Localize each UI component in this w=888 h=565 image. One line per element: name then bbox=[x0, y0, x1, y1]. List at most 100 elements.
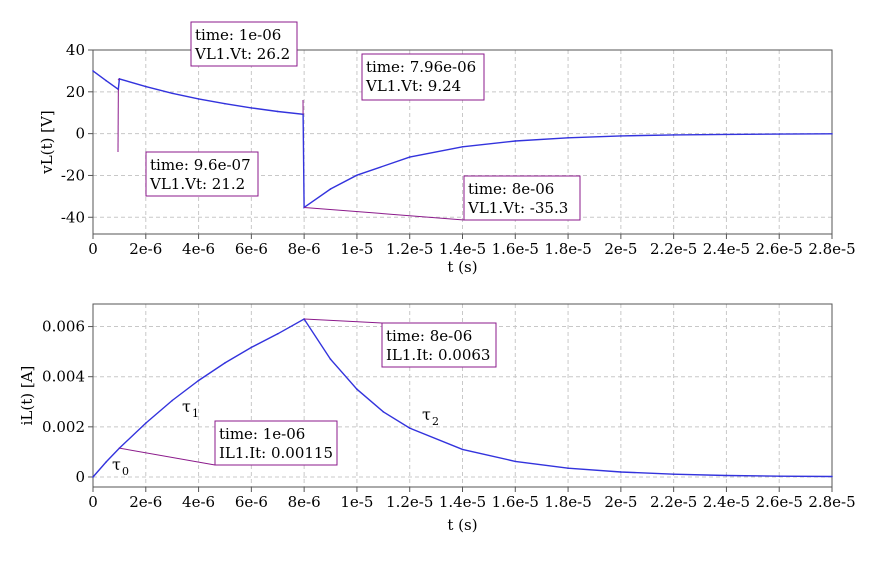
x-tick-label: 2.8e-5 bbox=[808, 240, 855, 258]
x-tick-label: 4e-6 bbox=[182, 493, 215, 511]
x-axis-label: t (s) bbox=[447, 516, 477, 534]
annotation-leader bbox=[304, 318, 383, 324]
x-tick-label: 1e-5 bbox=[340, 240, 373, 258]
y-tick-label: 0.002 bbox=[42, 418, 85, 436]
x-tick-label: 1e-5 bbox=[340, 493, 373, 511]
data-point bbox=[197, 379, 200, 382]
data-point bbox=[567, 467, 569, 469]
data-point bbox=[224, 102, 226, 105]
data-point bbox=[329, 358, 332, 360]
x-tick-label: 1.8e-5 bbox=[544, 493, 591, 511]
annotation-time: time: 8e-06 bbox=[386, 327, 472, 345]
y-axis-label: vL(t) [V] bbox=[38, 110, 56, 174]
x-tick-label: 0 bbox=[88, 493, 98, 511]
data-point bbox=[329, 188, 332, 190]
data-point bbox=[725, 474, 728, 477]
y-tick-label: 0 bbox=[75, 125, 85, 143]
y-tick-label: -20 bbox=[61, 166, 85, 184]
data-point bbox=[92, 70, 94, 72]
annotation-time: time: 1e-06 bbox=[219, 425, 305, 443]
x-tick-label: 1.2e-5 bbox=[386, 240, 433, 258]
il-plot: 0 2e-6 4e-6 6e-6 8e-6 1e-5 1.2e-5 1.4e-5 1.6e-5 1… bbox=[18, 303, 856, 534]
data-point bbox=[408, 427, 411, 429]
data-point bbox=[197, 98, 200, 100]
x-tick-label: 6e-6 bbox=[235, 493, 268, 511]
x-tick-label: 2.2e-5 bbox=[650, 493, 697, 511]
annotation-box bbox=[463, 175, 581, 221]
data-point bbox=[567, 137, 569, 139]
data-point bbox=[778, 133, 781, 135]
data-point bbox=[144, 85, 147, 88]
x-tick-label: 8e-6 bbox=[288, 240, 321, 258]
vl-plot: 0 2e-6 4e-6 6e-6 8e-6 1e-5 1.2e-5 1.4e-5 1.6e-5 1… bbox=[38, 21, 856, 276]
data-point bbox=[672, 134, 675, 136]
annotation-leader bbox=[117, 78, 120, 81]
annotation-box bbox=[381, 322, 497, 368]
x-tick-label: 1.2e-5 bbox=[386, 493, 433, 511]
annotation-time: time: 7.96e-06 bbox=[366, 58, 476, 76]
data-point bbox=[831, 475, 833, 478]
data-point bbox=[276, 110, 279, 113]
annotation-time: time: 9.6e-07 bbox=[150, 156, 251, 174]
data-point bbox=[831, 133, 833, 135]
data-point bbox=[461, 146, 464, 148]
data-point bbox=[171, 92, 173, 95]
annotation-value: VL1.Vt: -35.3 bbox=[467, 199, 568, 217]
data-point bbox=[620, 135, 622, 137]
annotation-value: VL1.Vt: 26.2 bbox=[194, 45, 290, 63]
x-tick-label: 1.6e-5 bbox=[492, 240, 539, 258]
x-axis-label: t (s) bbox=[447, 258, 477, 276]
data-point bbox=[778, 475, 781, 478]
x-tick-label: 2e-6 bbox=[129, 240, 162, 258]
x-tick-label: 2e-6 bbox=[129, 493, 162, 511]
y-tick-label: 40 bbox=[66, 41, 85, 59]
x-tick-label: 2.2e-5 bbox=[650, 240, 697, 258]
y-tick-label: 20 bbox=[66, 83, 85, 101]
x-tick-label: 0 bbox=[88, 240, 98, 258]
data-point bbox=[672, 473, 675, 476]
x-tick-label: 2.6e-5 bbox=[756, 493, 803, 511]
y-tick-label: -40 bbox=[61, 208, 85, 226]
x-tick-label: 2.4e-5 bbox=[703, 240, 750, 258]
data-point bbox=[105, 461, 107, 463]
annotation-box bbox=[145, 151, 259, 197]
data-point bbox=[514, 460, 517, 463]
x-tick-label: 1.8e-5 bbox=[544, 240, 591, 258]
y-tick-label: 0 bbox=[75, 468, 85, 486]
tau-label: τ bbox=[182, 397, 191, 416]
annotation-box bbox=[214, 420, 338, 466]
annotation-time: time: 1e-06 bbox=[195, 26, 281, 44]
data-point bbox=[250, 346, 253, 349]
annotation-leader bbox=[304, 206, 465, 221]
data-point bbox=[250, 107, 253, 109]
data-point bbox=[725, 133, 728, 136]
x-tick-label: 8e-6 bbox=[288, 493, 321, 511]
x-tick-label: 1.6e-5 bbox=[492, 493, 539, 511]
annotation-box bbox=[190, 21, 298, 67]
annotation-leader bbox=[119, 447, 216, 466]
annotation-time: time: 8e-06 bbox=[468, 180, 554, 198]
tau-subscript: 0 bbox=[122, 465, 129, 478]
tau-label: τ bbox=[112, 455, 121, 474]
series-line bbox=[92, 318, 833, 478]
x-tick-label: 2.6e-5 bbox=[756, 240, 803, 258]
x-tick-label: 2.4e-5 bbox=[703, 493, 750, 511]
data-point bbox=[171, 399, 173, 402]
annotation-value: VL1.Vt: 21.2 bbox=[149, 175, 245, 193]
data-point bbox=[105, 79, 107, 82]
x-tick-label: 4e-6 bbox=[182, 240, 215, 258]
data-point bbox=[356, 174, 358, 177]
data-point bbox=[276, 333, 279, 335]
tau-label: τ bbox=[422, 405, 431, 424]
data-point bbox=[514, 140, 517, 142]
annotation-value: VL1.Vt: 9.24 bbox=[365, 77, 461, 95]
data-point bbox=[408, 156, 411, 158]
data-point bbox=[382, 410, 385, 413]
x-tick-label: 2.8e-5 bbox=[808, 493, 855, 511]
data-point bbox=[620, 471, 622, 473]
data-point bbox=[92, 476, 94, 478]
data-point bbox=[356, 388, 358, 391]
annotation-value: IL1.It: 0.00115 bbox=[219, 444, 333, 462]
tau-subscript: 2 bbox=[432, 415, 439, 428]
